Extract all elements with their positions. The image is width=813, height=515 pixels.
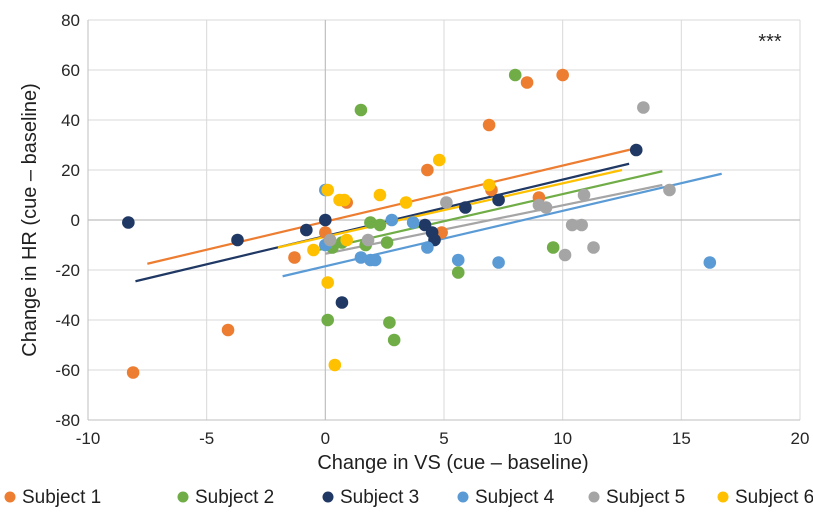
point-subject-5 — [558, 248, 572, 262]
x-tick-label: -10 — [76, 429, 101, 448]
point-subject-6 — [338, 193, 351, 207]
point-subject-5 — [637, 101, 650, 114]
legend-marker-subject-1 — [4, 491, 16, 503]
y-tick-label: 60 — [61, 61, 80, 80]
y-tick-label: 80 — [61, 11, 80, 30]
x-tick-label: 10 — [553, 429, 572, 448]
point-subject-1 — [482, 118, 496, 132]
point-subject-5 — [577, 188, 591, 202]
point-subject-6 — [321, 276, 335, 289]
point-subject-4 — [451, 253, 465, 267]
point-subject-5 — [539, 201, 553, 214]
legend-label-subject-6: Subject 6 — [735, 487, 813, 508]
point-subject-2 — [451, 266, 465, 279]
y-tick-label: -40 — [55, 311, 80, 330]
point-subject-3 — [335, 296, 349, 309]
legend-marker-subject-3 — [322, 491, 334, 503]
legend-label-subject-5: Subject 5 — [606, 487, 685, 508]
point-subject-5 — [361, 233, 375, 247]
x-tick-label: 0 — [321, 429, 330, 448]
y-tick-label: 20 — [61, 161, 80, 180]
legend-marker-subject-4 — [457, 491, 469, 503]
point-subject-6 — [432, 153, 446, 167]
y-axis-title: Change in HR (cue – baseline) — [19, 83, 41, 357]
point-subject-6 — [328, 358, 342, 372]
point-subject-5 — [663, 183, 676, 197]
point-subject-2 — [373, 218, 387, 232]
tick-labels: -10 -5 0 5 10 15 20 -80 -60 -40 -20 0 20 40 60 80 — [55, 11, 809, 448]
point-subject-5 — [565, 218, 579, 232]
point-subject-3 — [300, 223, 313, 237]
point-subject-2 — [387, 333, 401, 347]
point-subject-4 — [406, 216, 420, 229]
point-subject-2 — [354, 103, 368, 117]
point-subject-6 — [399, 196, 413, 209]
point-subject-3 — [319, 213, 332, 227]
point-subject-1 — [221, 323, 235, 337]
point-subject-3 — [122, 216, 135, 229]
trendline-subject-2 — [317, 170, 663, 252]
point-subject-2 — [508, 68, 522, 82]
point-subject-6 — [340, 233, 353, 247]
legend-marker-subject-2 — [177, 491, 189, 503]
point-subject-6 — [307, 243, 320, 257]
trendline-subject-1 — [147, 147, 635, 265]
x-tick-label: 15 — [672, 429, 691, 448]
point-subject-5 — [575, 218, 588, 232]
point-subject-5 — [323, 233, 337, 247]
x-tick-label: -5 — [199, 429, 214, 448]
point-subject-1 — [520, 76, 534, 89]
point-subject-4 — [703, 256, 717, 269]
point-subject-1 — [288, 251, 301, 264]
data-points — [122, 68, 717, 379]
legend: Subject 1 Subject 2 Subject 3 Subject 4 Subj… — [4, 487, 813, 508]
point-subject-1 — [556, 68, 569, 82]
point-subject-5 — [440, 196, 453, 209]
y-tick-label: -80 — [55, 411, 80, 430]
y-tick-label: 0 — [71, 211, 80, 230]
legend-label-subject-1: Subject 1 — [22, 487, 101, 508]
point-subject-4 — [354, 251, 368, 264]
legend-marker-subject-6 — [717, 491, 729, 503]
point-subject-3 — [459, 201, 472, 214]
point-subject-6 — [373, 188, 387, 202]
point-subject-2 — [546, 241, 560, 254]
point-subject-1 — [126, 366, 140, 379]
x-tick-label: 20 — [791, 429, 810, 448]
y-tick-label: -60 — [55, 361, 80, 380]
point-subject-2 — [364, 216, 377, 229]
point-subject-2 — [383, 316, 396, 329]
x-axis-title: Change in VS (cue – baseline) — [317, 452, 588, 474]
point-subject-4 — [492, 256, 505, 269]
trendline-subject-6 — [277, 168, 623, 249]
point-subject-3 — [492, 193, 505, 207]
y-tick-label: 40 — [61, 111, 80, 130]
point-subject-6 — [321, 183, 335, 197]
point-subject-5 — [587, 241, 600, 254]
legend-label-subject-2: Subject 2 — [195, 487, 274, 508]
legend-label-subject-3: Subject 3 — [340, 487, 419, 508]
legend-label-subject-4: Subject 4 — [475, 487, 555, 508]
point-subject-3 — [231, 233, 244, 247]
y-tick-label: -20 — [55, 261, 80, 280]
point-subject-2 — [321, 313, 335, 327]
legend-marker-subject-5 — [588, 491, 600, 503]
point-subject-4 — [368, 253, 382, 267]
point-subject-2 — [380, 236, 394, 249]
significance-annotation: *** — [758, 31, 782, 53]
x-tick-label: 5 — [439, 429, 448, 448]
point-subject-4 — [421, 241, 434, 254]
point-subject-6 — [482, 178, 496, 192]
point-subject-3 — [629, 143, 643, 157]
point-subject-1 — [421, 163, 434, 177]
point-subject-4 — [385, 213, 399, 227]
